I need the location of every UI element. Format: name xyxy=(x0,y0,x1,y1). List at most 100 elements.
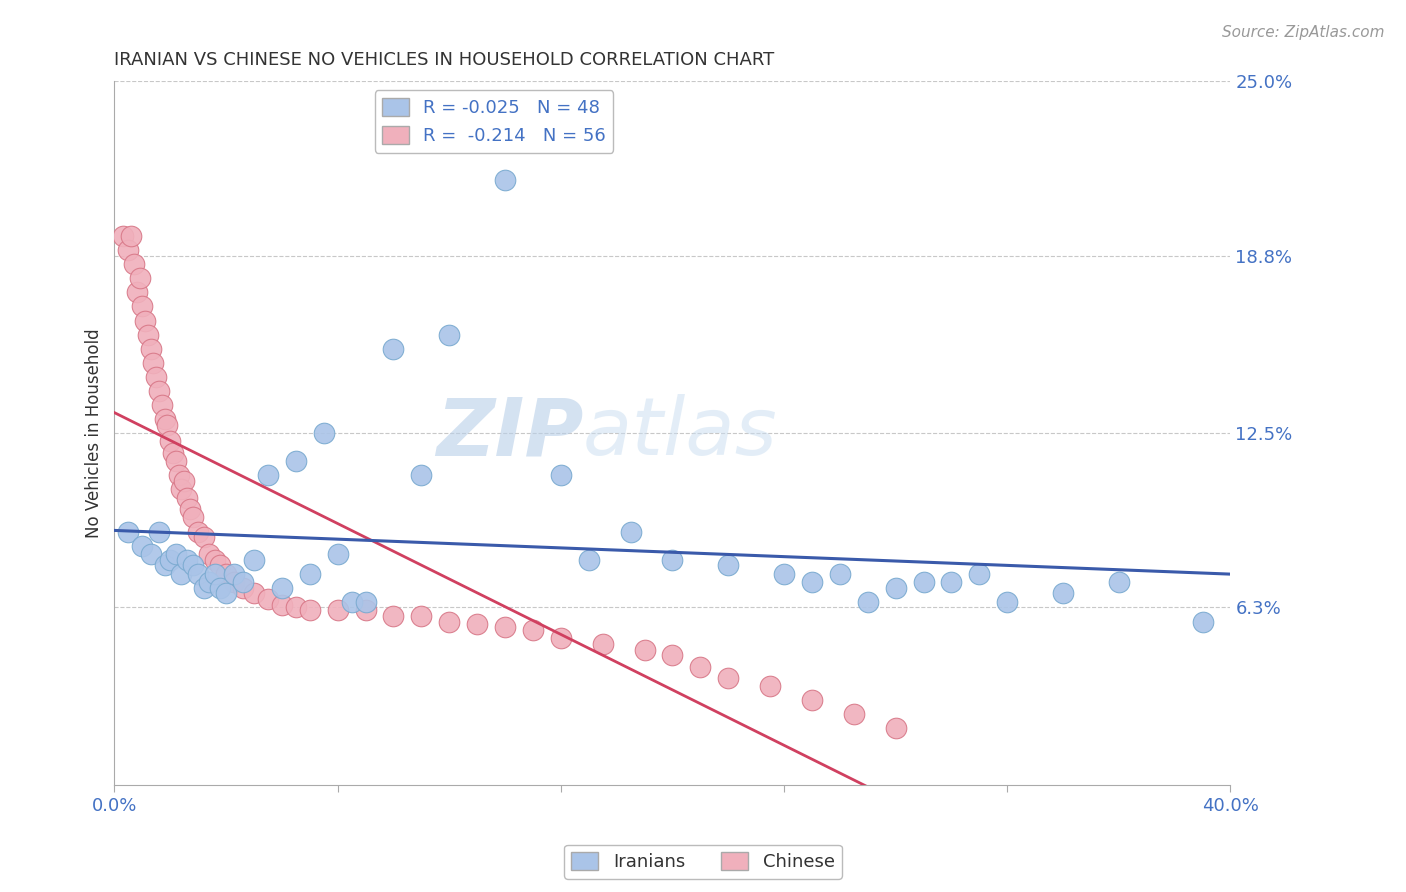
Point xyxy=(522,623,544,637)
Point xyxy=(181,558,204,573)
Point xyxy=(1052,586,1074,600)
Point xyxy=(159,434,181,449)
Point xyxy=(619,524,641,539)
Point xyxy=(215,566,238,581)
Point xyxy=(800,575,823,590)
Point xyxy=(243,586,266,600)
Point xyxy=(382,609,405,624)
Point xyxy=(148,524,170,539)
Point xyxy=(162,446,184,460)
Point xyxy=(204,552,226,566)
Point xyxy=(494,173,516,187)
Point xyxy=(198,575,221,590)
Point xyxy=(173,474,195,488)
Point xyxy=(159,552,181,566)
Point xyxy=(125,285,148,300)
Point xyxy=(354,595,377,609)
Point xyxy=(354,603,377,617)
Point xyxy=(176,552,198,566)
Point xyxy=(232,581,254,595)
Point xyxy=(884,722,907,736)
Point xyxy=(209,558,232,573)
Point xyxy=(842,707,865,722)
Point xyxy=(167,468,190,483)
Point xyxy=(139,547,162,561)
Point xyxy=(153,412,176,426)
Point xyxy=(284,454,307,468)
Point xyxy=(257,592,280,607)
Point xyxy=(856,595,879,609)
Point xyxy=(270,598,292,612)
Point xyxy=(179,502,201,516)
Point xyxy=(134,313,156,327)
Point xyxy=(759,679,782,693)
Point xyxy=(122,257,145,271)
Point xyxy=(1108,575,1130,590)
Point xyxy=(550,468,572,483)
Point xyxy=(439,327,461,342)
Point xyxy=(828,566,851,581)
Text: Source: ZipAtlas.com: Source: ZipAtlas.com xyxy=(1222,25,1385,40)
Point xyxy=(578,552,600,566)
Point xyxy=(257,468,280,483)
Point xyxy=(170,566,193,581)
Point xyxy=(232,575,254,590)
Point xyxy=(131,539,153,553)
Point xyxy=(284,600,307,615)
Point xyxy=(661,648,683,663)
Point xyxy=(111,229,134,244)
Point xyxy=(340,595,363,609)
Text: atlas: atlas xyxy=(583,394,778,472)
Point xyxy=(215,586,238,600)
Text: IRANIAN VS CHINESE NO VEHICLES IN HOUSEHOLD CORRELATION CHART: IRANIAN VS CHINESE NO VEHICLES IN HOUSEH… xyxy=(114,51,775,69)
Point xyxy=(117,243,139,257)
Point xyxy=(187,524,209,539)
Point xyxy=(270,581,292,595)
Point xyxy=(153,558,176,573)
Point xyxy=(717,671,740,685)
Point xyxy=(128,271,150,285)
Point xyxy=(439,615,461,629)
Point xyxy=(131,300,153,314)
Point xyxy=(209,581,232,595)
Point xyxy=(411,468,433,483)
Point xyxy=(717,558,740,573)
Point xyxy=(165,454,187,468)
Point xyxy=(298,603,321,617)
Point xyxy=(193,581,215,595)
Legend: Iranians, Chinese: Iranians, Chinese xyxy=(564,845,842,879)
Point xyxy=(550,632,572,646)
Point xyxy=(382,342,405,356)
Point xyxy=(176,491,198,505)
Point xyxy=(136,327,159,342)
Point xyxy=(465,617,488,632)
Point xyxy=(494,620,516,634)
Point xyxy=(312,425,335,440)
Point xyxy=(150,398,173,412)
Point xyxy=(117,524,139,539)
Point xyxy=(592,637,614,651)
Point xyxy=(800,693,823,707)
Point xyxy=(661,552,683,566)
Text: ZIP: ZIP xyxy=(436,394,583,472)
Point xyxy=(243,552,266,566)
Point xyxy=(326,547,349,561)
Point xyxy=(411,609,433,624)
Point xyxy=(1191,615,1213,629)
Point xyxy=(181,510,204,524)
Point xyxy=(689,659,711,673)
Point xyxy=(884,581,907,595)
Point xyxy=(165,547,187,561)
Point xyxy=(224,575,246,590)
Point xyxy=(969,566,991,581)
Point xyxy=(204,566,226,581)
Y-axis label: No Vehicles in Household: No Vehicles in Household xyxy=(86,328,103,538)
Point xyxy=(193,530,215,544)
Point xyxy=(633,642,655,657)
Point xyxy=(139,342,162,356)
Point xyxy=(912,575,935,590)
Point xyxy=(148,384,170,398)
Point xyxy=(142,356,165,370)
Point xyxy=(995,595,1018,609)
Legend: R = -0.025   N = 48, R =  -0.214   N = 56: R = -0.025 N = 48, R = -0.214 N = 56 xyxy=(374,90,613,153)
